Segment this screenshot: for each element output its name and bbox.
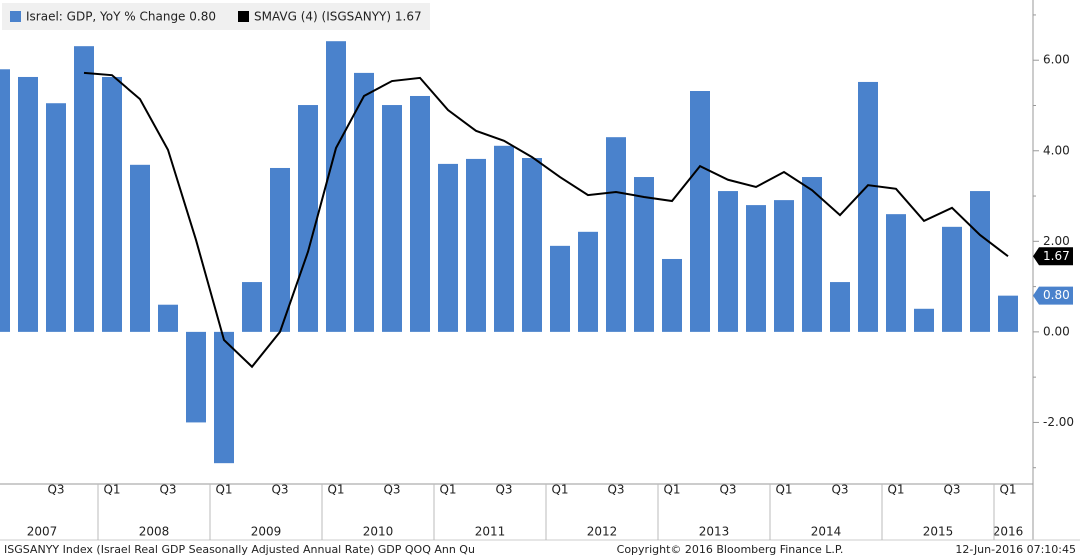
x-tick-label: Q3 [159,483,176,497]
bar [522,158,542,332]
y-tick-label: 6.00 [1043,53,1070,67]
bar [578,231,598,332]
bar [158,304,178,332]
value-flag-label: 1.67 [1043,249,1070,263]
x-year-label: 2009 [251,525,282,539]
bar [802,177,822,332]
y-tick-label: 0.00 [1043,324,1070,338]
x-tick-label: Q1 [551,483,568,497]
bar [718,191,738,332]
x-tick-label: Q1 [103,483,120,497]
y-tick-label: 2.00 [1043,234,1070,248]
x-year-label: 2010 [363,525,394,539]
x-tick-label: Q1 [999,483,1016,497]
x-tick-label: Q1 [215,483,232,497]
bar [858,81,878,332]
x-tick-label: Q1 [327,483,344,497]
x-tick-label: Q3 [943,483,960,497]
bar [18,76,38,332]
footer-text: 12-Jun-2016 07:10:45 [955,543,1076,556]
bar [914,308,934,332]
footer-text: ISGSANYY Index (Israel Real GDP Seasonal… [4,543,475,556]
bar [998,295,1018,332]
x-tick-label: Q3 [831,483,848,497]
bar [774,200,794,332]
footer-text: Copyright© 2016 Bloomberg Finance L.P. [617,543,844,556]
x-tick-label: Q3 [719,483,736,497]
x-year-label: 2013 [699,525,730,539]
bar [746,205,766,332]
bar [690,91,710,332]
value-flag [1033,247,1073,266]
x-tick-label: Q1 [775,483,792,497]
bar [410,95,430,332]
bar [270,167,290,332]
bar [466,158,486,332]
x-tick-label: Q1 [887,483,904,497]
x-tick-label: Q3 [383,483,400,497]
bar [382,105,402,332]
bar [354,72,374,332]
bar [0,69,10,332]
bar [438,163,458,332]
y-tick-label: -2.00 [1043,415,1074,429]
x-year-label: 2008 [139,525,170,539]
bar [970,191,990,332]
bar [606,137,626,332]
x-tick-label: Q1 [663,483,680,497]
bar [102,76,122,332]
line [83,71,1009,369]
x-tick-label: Q3 [495,483,512,497]
legend-swatch [238,11,249,22]
bar [74,46,94,332]
legend-label: SMAVG (4) (ISGSANYY) 1.67 [254,10,422,24]
bar [130,164,150,332]
bar [214,331,234,464]
plot-area [0,41,1018,464]
x-year-label: 2014 [811,525,842,539]
bar [550,245,570,332]
x-tick-label: Q3 [271,483,288,497]
x-year-label: 2007 [27,525,58,539]
bar [298,105,318,332]
x-tick-label: Q1 [439,483,456,497]
bar [242,282,262,332]
legend-box [2,3,430,30]
bar [662,258,682,332]
x-tick-label: Q3 [47,483,64,497]
y-tick-label: 4.00 [1043,143,1070,157]
value-flag [1033,286,1073,305]
legend-label: Israel: GDP, YoY % Change 0.80 [26,10,216,24]
bar [886,214,906,332]
x-tick-label: Q3 [607,483,624,497]
x-year-label: 2012 [587,525,618,539]
bar [186,331,206,423]
x-year-label: 2011 [475,525,506,539]
bar [326,41,346,332]
bar [942,226,962,332]
x-year-label: 2016 [993,525,1024,539]
value-flag-label: 0.80 [1043,288,1070,302]
legend-swatch [10,11,21,22]
x-year-label: 2015 [923,525,954,539]
bar [46,103,66,332]
bar [494,145,514,332]
bar [830,282,850,332]
bar [634,177,654,332]
